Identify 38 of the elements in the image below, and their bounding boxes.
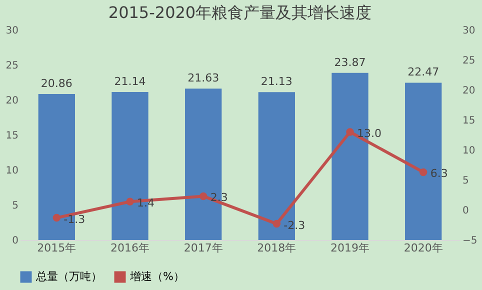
x-tick-label: 2018年 [257, 242, 296, 254]
point [346, 128, 354, 136]
legend-label: 增速（%） [129, 270, 184, 283]
data-label: 1.4 [137, 196, 154, 210]
y-tick-label: 5 [12, 200, 18, 212]
x-tick-label: 2017年 [184, 242, 223, 254]
data-label: 22.47 [408, 66, 440, 79]
y2-tick-label: −5 [462, 236, 478, 246]
y-tick-label: 25 [6, 60, 18, 72]
point [126, 198, 134, 206]
y2-tick-label: 20 [462, 86, 476, 96]
legend-label: 总量（万吨） [35, 270, 102, 283]
y-tick-label: 30 [6, 26, 18, 36]
x-tick-label: 2019年 [330, 242, 370, 254]
y-tick-label: 15 [6, 130, 18, 142]
data-label: 21.14 [114, 75, 146, 88]
point [199, 192, 208, 200]
data-label: 20.86 [40, 76, 72, 90]
y-tick-label: 10 [6, 166, 18, 176]
point [52, 214, 61, 222]
data-label: 2.3 [210, 191, 228, 204]
y-tick-label: 0 [12, 236, 18, 246]
data-label: 21.63 [188, 72, 220, 85]
point [272, 220, 281, 228]
y2-tick-label: 25 [462, 56, 476, 66]
data-label: 23.87 [334, 56, 366, 69]
y2-tick-label: 15 [462, 116, 476, 126]
point [419, 168, 428, 176]
x-tick-label: 2016年 [110, 242, 150, 254]
y-tick-label: 20 [6, 96, 18, 106]
y2-tick-label: 30 [462, 26, 476, 36]
y2-tick-label: 10 [462, 146, 476, 156]
data-label: 21.13 [260, 75, 292, 88]
x-tick-label: 2020年 [404, 242, 443, 254]
y2-tick-label: 5 [462, 176, 469, 186]
y2-tick-label: 0 [462, 206, 469, 216]
chart-title: 2015-2020年粮食产量及其增长速度 [108, 3, 372, 22]
x-tick-label: 2015年 [37, 242, 76, 254]
